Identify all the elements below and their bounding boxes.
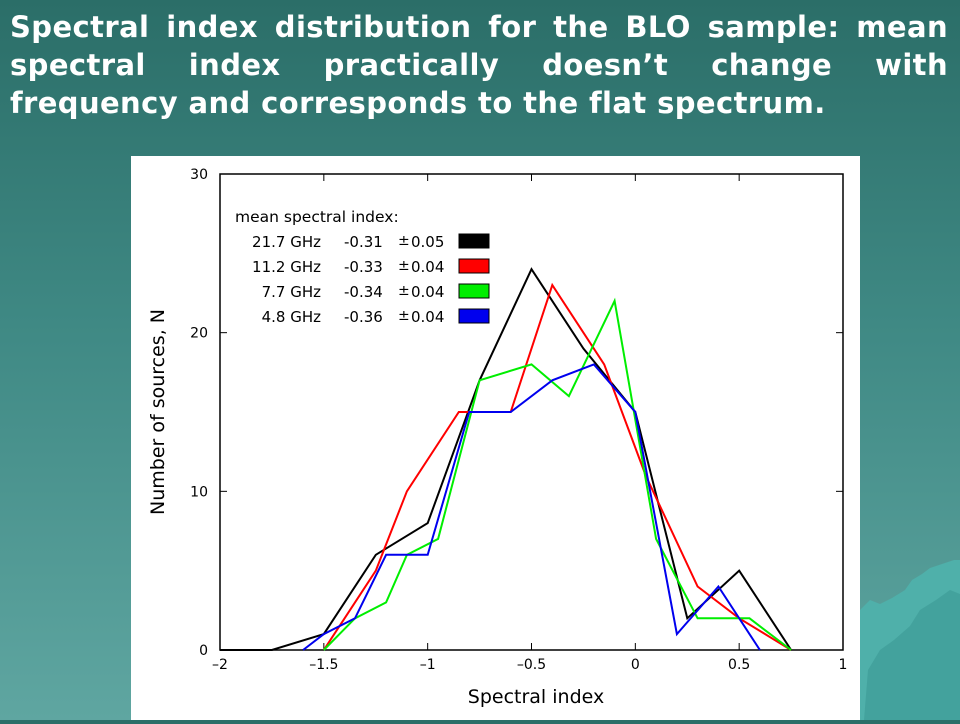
y-tick-label: 10	[190, 484, 208, 500]
x-tick-label: 1	[839, 657, 848, 673]
x-tick-label: –0.5	[517, 657, 546, 673]
legend-error-value: 0.04	[411, 258, 444, 276]
chart-panel: –2 –1.5 –1 –0.5 0 0.5 1 0 10 20 30 Spectral index …	[131, 156, 860, 720]
legend-mean-value: -0.33	[344, 258, 383, 276]
legend-plusminus: ±	[398, 283, 410, 299]
legend-swatch	[458, 308, 490, 324]
legend-frequency: 7.7 GHz	[262, 283, 322, 301]
legend-error-value: 0.04	[411, 308, 444, 326]
legend-title: mean spectral index:	[235, 208, 399, 226]
x-tick-label: 0.5	[728, 657, 750, 673]
legend-error-value: 0.05	[411, 233, 444, 251]
series-line-11-2-ghz	[322, 282, 792, 651]
y-tick-label: 30	[190, 167, 208, 183]
legend-swatch	[458, 258, 490, 274]
legend-frequency: 21.7 GHz	[252, 233, 321, 251]
legend-frequency: 4.8 GHz	[262, 308, 322, 326]
y-axis-label: Number of sources, N	[147, 309, 169, 515]
legend-error-value: 0.04	[411, 283, 444, 301]
series-line-7-7-ghz	[323, 297, 792, 651]
legend-mean-value: -0.34	[344, 283, 383, 301]
series-line-21-7-ghz	[220, 267, 792, 651]
x-tick-label: –1	[420, 657, 436, 673]
x-axis-label: Spectral index	[468, 686, 604, 708]
legend-swatch	[458, 233, 490, 249]
legend-frequency: 11.2 GHz	[252, 258, 321, 276]
legend-plusminus: ±	[398, 233, 410, 249]
x-tick-label: –1.5	[309, 657, 338, 673]
legend-mean-value: -0.31	[344, 233, 383, 251]
x-tick-label: 0	[631, 657, 640, 673]
x-tick-label: –2	[212, 657, 228, 673]
legend-mean-value: -0.36	[344, 308, 383, 326]
series-lines	[220, 267, 792, 651]
legend-plusminus: ±	[398, 308, 410, 324]
legend-plusminus: ±	[398, 258, 410, 274]
iceberg-decoration	[850, 560, 960, 720]
y-tick-label: 20	[190, 326, 208, 342]
slide-title: Spectral index distribution for the BLO …	[10, 10, 948, 120]
legend: mean spectral index: 21.7 GHz -0.31 ±0.05 1…	[235, 208, 490, 326]
series-line-4-8-ghz	[302, 363, 761, 651]
y-tick-label: 0	[199, 643, 208, 659]
legend-swatch	[458, 283, 490, 299]
